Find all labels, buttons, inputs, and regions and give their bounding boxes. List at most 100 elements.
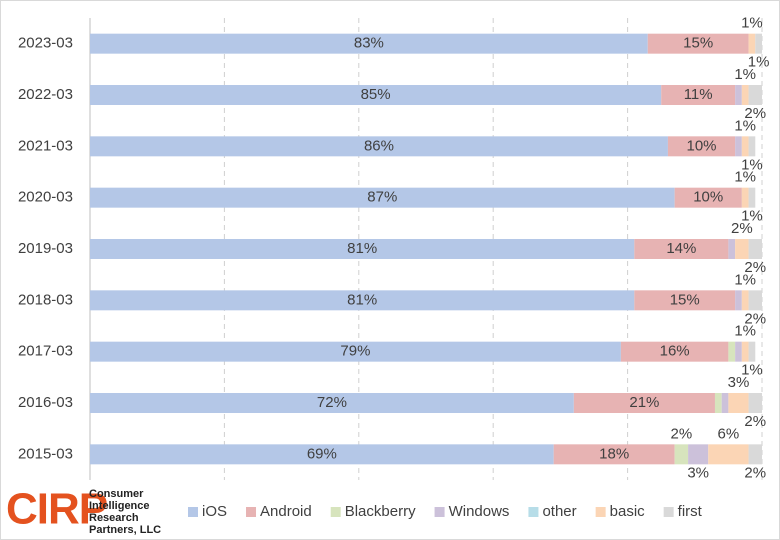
bar-segment (741, 136, 749, 157)
legend-label: first (678, 503, 703, 520)
legend-swatch (188, 507, 198, 517)
y-tick-label: 2021-03 (18, 137, 73, 154)
data-label: 10% (687, 137, 717, 154)
y-tick-label: 2019-03 (18, 240, 73, 257)
bar-segment (735, 290, 742, 311)
bar-segment (748, 187, 756, 208)
data-label: 69% (307, 445, 337, 462)
data-label: 1% (741, 208, 763, 225)
bar-segment (90, 444, 554, 465)
data-label: 2% (744, 310, 766, 327)
data-label: 1% (734, 117, 756, 134)
bar-segment (90, 239, 635, 259)
data-label: 6% (718, 425, 740, 442)
y-tick-label: 2015-03 (18, 445, 73, 462)
data-label: 72% (317, 394, 347, 411)
bar-segment (553, 444, 675, 465)
legend-label: Android (260, 503, 312, 520)
legend-label: iOS (202, 503, 227, 520)
data-label: 81% (347, 240, 377, 257)
data-label: 85% (361, 86, 391, 103)
data-label: 2% (744, 464, 766, 481)
legend-swatch (434, 507, 445, 517)
legend-swatch (528, 507, 539, 517)
data-label: 79% (340, 343, 370, 360)
legend-swatch (330, 507, 341, 517)
bar-segment (647, 33, 749, 54)
data-label: 3% (728, 374, 750, 391)
bar-segment (748, 136, 756, 157)
bar-segment (90, 136, 668, 157)
bar-segment (748, 341, 756, 362)
data-label: 2% (731, 220, 753, 237)
bar-segment (741, 290, 749, 311)
bar-segment (728, 393, 749, 413)
data-label: 1% (734, 66, 756, 83)
bar-segment (735, 136, 742, 157)
bar-segment (674, 444, 689, 465)
bar-segment (748, 290, 762, 311)
data-label: 86% (364, 137, 394, 154)
y-tick-label: 2017-03 (18, 343, 73, 360)
bar-segment (90, 33, 648, 54)
data-label: 14% (666, 240, 696, 257)
legend-swatch (663, 507, 674, 517)
logo-text: Partners, LLC (89, 524, 161, 536)
bar-segment (728, 239, 736, 259)
bar-segment (674, 187, 742, 208)
data-label: 16% (660, 343, 690, 360)
data-label: 1% (734, 169, 756, 186)
data-label: 2% (744, 105, 766, 122)
bar-segment (735, 85, 742, 105)
bar-segment (634, 239, 729, 259)
bar-segment (728, 341, 736, 362)
bar-segment (748, 85, 762, 105)
bar-segment (741, 341, 749, 362)
bar-segment (748, 393, 762, 413)
data-label: 2% (744, 259, 766, 276)
data-label: 2% (671, 425, 693, 442)
data-label: 2% (744, 413, 766, 430)
data-label: 11% (684, 86, 713, 103)
y-tick-label: 2020-03 (18, 189, 73, 206)
legend-swatch (595, 507, 606, 517)
data-label: 15% (670, 291, 700, 308)
bar-segment (573, 393, 715, 413)
data-label: 1% (734, 323, 756, 340)
bar-segment (634, 290, 736, 311)
data-label: 1% (741, 362, 763, 379)
bar-segment (748, 239, 762, 259)
logo-mark: CIRP (6, 485, 107, 534)
y-tick-label: 2018-03 (18, 291, 73, 308)
bar-segment (90, 393, 574, 413)
bar-segment (90, 85, 662, 105)
y-tick-label: 2016-03 (18, 394, 73, 411)
legend-label: other (542, 503, 576, 520)
bar-segment (735, 239, 749, 259)
bar-segment (741, 187, 749, 208)
bar-segment (741, 85, 749, 105)
legend-label: basic (610, 503, 646, 520)
data-label: 1% (734, 271, 756, 288)
logo-text: Research (89, 512, 139, 524)
data-label: 1% (741, 156, 763, 173)
bar-segment (90, 341, 621, 362)
data-label: 81% (347, 291, 377, 308)
data-label: 1% (748, 54, 770, 71)
data-label: 87% (367, 189, 397, 206)
data-label: 83% (354, 35, 384, 52)
bar-segment (755, 33, 762, 54)
logo-text: Intelligence (89, 500, 150, 512)
bar-segment (708, 444, 749, 465)
bar-segment (667, 136, 736, 157)
bar-segment (620, 341, 729, 362)
bar-segment (748, 33, 756, 54)
data-label: 10% (693, 189, 723, 206)
bar-segment (90, 290, 635, 311)
data-label: 15% (683, 35, 713, 52)
data-label: 3% (687, 464, 709, 481)
bar-segment (748, 444, 762, 465)
logo-text: Consumer (89, 488, 144, 500)
y-tick-label: 2022-03 (18, 86, 73, 103)
data-label: 21% (629, 394, 659, 411)
